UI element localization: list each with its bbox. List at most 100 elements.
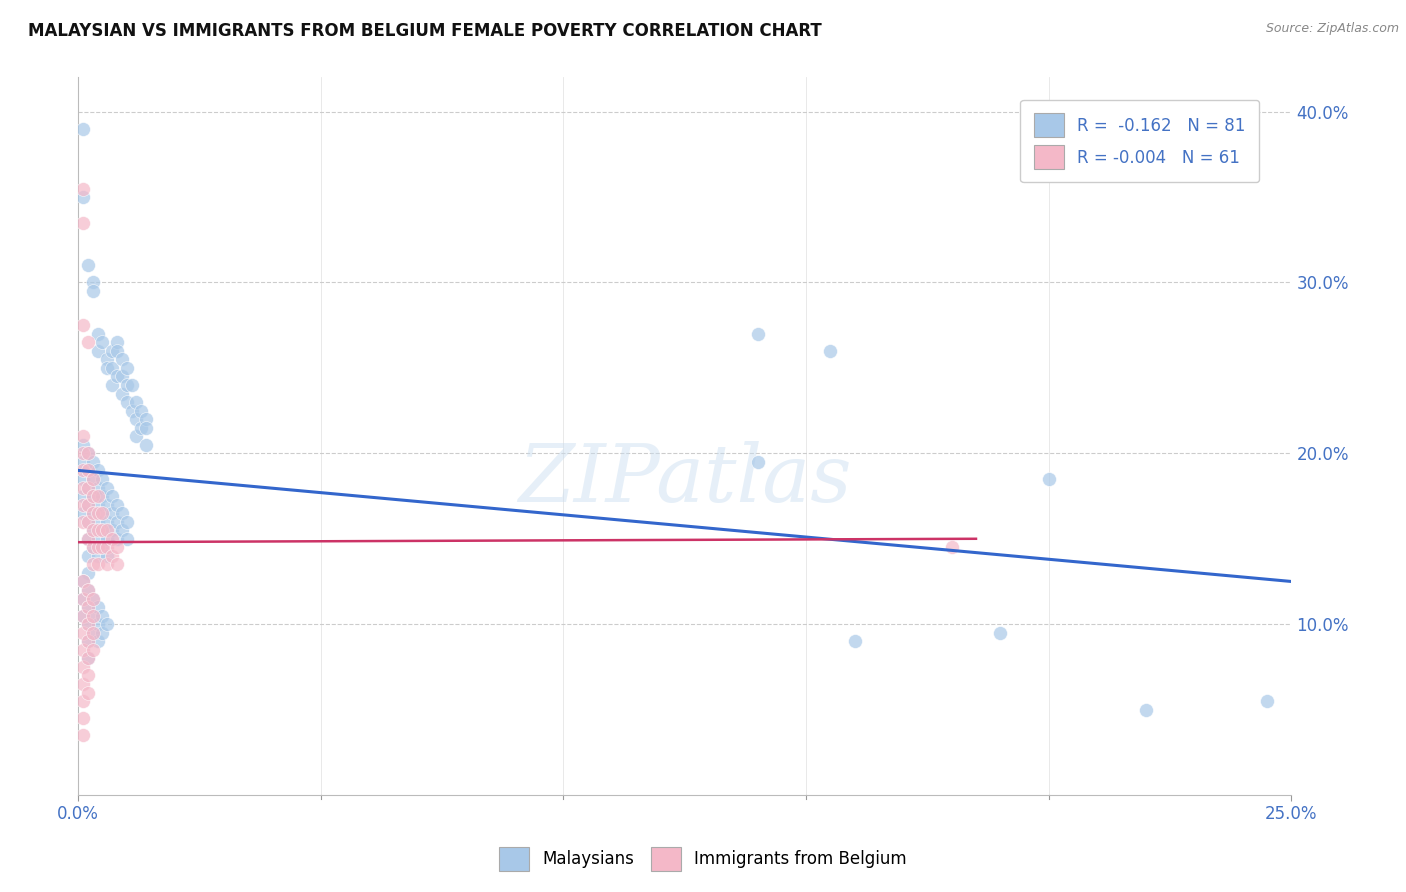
Point bbox=[101, 523, 124, 537]
Point bbox=[76, 600, 98, 615]
Point bbox=[96, 617, 118, 632]
Point bbox=[72, 318, 94, 333]
Point bbox=[82, 489, 104, 503]
Point bbox=[105, 532, 128, 546]
Point bbox=[135, 420, 157, 434]
Point bbox=[76, 566, 98, 580]
Point bbox=[105, 335, 128, 350]
Point bbox=[105, 558, 128, 572]
Point bbox=[72, 608, 94, 623]
Point bbox=[76, 634, 98, 648]
Point bbox=[86, 326, 108, 341]
Point bbox=[91, 489, 114, 503]
Point bbox=[86, 506, 108, 520]
Point bbox=[76, 481, 98, 495]
Point bbox=[76, 515, 98, 529]
Point bbox=[72, 660, 94, 674]
Point bbox=[111, 352, 134, 367]
Point bbox=[96, 498, 118, 512]
Point bbox=[82, 625, 104, 640]
Point bbox=[72, 181, 94, 195]
Point bbox=[101, 489, 124, 503]
Point bbox=[82, 541, 104, 555]
Point bbox=[96, 481, 118, 495]
Text: ZIPatlas: ZIPatlas bbox=[517, 441, 852, 518]
Point bbox=[121, 378, 143, 392]
Point bbox=[101, 378, 124, 392]
Point bbox=[96, 558, 118, 572]
Point bbox=[72, 498, 94, 512]
Point bbox=[96, 541, 118, 555]
Point bbox=[72, 677, 94, 691]
Point bbox=[76, 498, 98, 512]
Point bbox=[115, 395, 138, 409]
Point bbox=[115, 532, 138, 546]
Point bbox=[72, 625, 94, 640]
Point bbox=[82, 455, 104, 469]
Point bbox=[82, 523, 104, 537]
Point bbox=[76, 651, 98, 665]
Point bbox=[76, 532, 98, 546]
Point bbox=[72, 121, 94, 136]
Point bbox=[72, 455, 94, 469]
Point bbox=[82, 523, 104, 537]
Point bbox=[125, 429, 148, 443]
Point bbox=[72, 574, 94, 589]
Point bbox=[72, 438, 94, 452]
Point bbox=[86, 489, 108, 503]
Point bbox=[72, 216, 94, 230]
Point bbox=[82, 558, 104, 572]
Point bbox=[91, 523, 114, 537]
Point bbox=[105, 498, 128, 512]
Point bbox=[82, 541, 104, 555]
Point bbox=[82, 625, 104, 640]
Point bbox=[76, 634, 98, 648]
Point bbox=[76, 532, 98, 546]
Point bbox=[82, 276, 104, 290]
Point bbox=[135, 438, 157, 452]
Point bbox=[105, 515, 128, 529]
Point bbox=[86, 343, 108, 358]
Point bbox=[101, 532, 124, 546]
Point bbox=[86, 549, 108, 563]
Point bbox=[129, 403, 152, 417]
Point bbox=[96, 532, 118, 546]
Point bbox=[72, 190, 94, 204]
Point bbox=[101, 360, 124, 375]
Point bbox=[76, 582, 98, 597]
Point bbox=[111, 386, 134, 401]
Point bbox=[82, 472, 104, 486]
Point bbox=[91, 335, 114, 350]
Point bbox=[105, 369, 128, 384]
Point bbox=[988, 625, 1011, 640]
Point bbox=[91, 541, 114, 555]
Point bbox=[91, 523, 114, 537]
Point bbox=[115, 515, 138, 529]
Point bbox=[76, 651, 98, 665]
Point bbox=[86, 532, 108, 546]
Point bbox=[72, 574, 94, 589]
Point bbox=[111, 523, 134, 537]
Point bbox=[101, 343, 124, 358]
Point bbox=[86, 634, 108, 648]
Point bbox=[76, 549, 98, 563]
Point bbox=[82, 489, 104, 503]
Point bbox=[96, 523, 118, 537]
Point bbox=[1135, 703, 1157, 717]
Point bbox=[96, 549, 118, 563]
Point bbox=[82, 608, 104, 623]
Point bbox=[105, 343, 128, 358]
Point bbox=[82, 591, 104, 606]
Point bbox=[76, 259, 98, 273]
Point bbox=[86, 498, 108, 512]
Point bbox=[82, 608, 104, 623]
Point bbox=[115, 378, 138, 392]
Point bbox=[86, 523, 108, 537]
Point bbox=[86, 617, 108, 632]
Point bbox=[96, 515, 118, 529]
Point bbox=[82, 472, 104, 486]
Point bbox=[1256, 694, 1278, 708]
Point bbox=[76, 515, 98, 529]
Legend: Malaysians, Immigrants from Belgium: Malaysians, Immigrants from Belgium bbox=[491, 839, 915, 880]
Point bbox=[105, 541, 128, 555]
